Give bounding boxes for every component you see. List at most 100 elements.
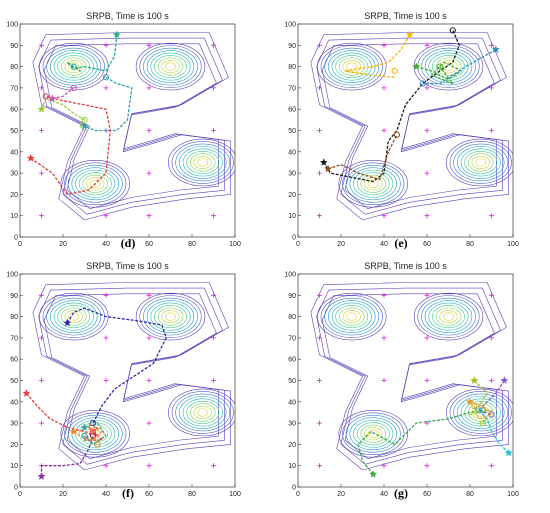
plot-g: SRPB, Time is 100 s 0 20 40 60 80 100 0 10 20 30 40… xyxy=(284,261,519,498)
trajectory-line xyxy=(84,76,133,132)
x-tick-label: 60 xyxy=(423,491,431,498)
y-tick-label: 70 xyxy=(10,335,18,342)
start-star xyxy=(369,470,378,478)
contour-line xyxy=(60,160,130,208)
target-marker xyxy=(381,85,387,91)
start-star xyxy=(466,397,474,406)
end-circle xyxy=(419,80,426,87)
target-marker xyxy=(146,170,152,176)
x-tick-label: 80 xyxy=(188,491,196,498)
contour-line xyxy=(57,55,91,79)
y-tick-label: 40 xyxy=(10,149,18,156)
x-tick-label: 40 xyxy=(380,491,388,498)
contour-line xyxy=(143,47,198,86)
target-marker xyxy=(146,128,152,133)
y-tick-label: 90 xyxy=(10,43,18,50)
contour-line xyxy=(317,292,387,341)
contour-line xyxy=(64,60,83,74)
contour-envelope xyxy=(38,37,225,215)
x-tick-label: 20 xyxy=(59,241,67,248)
target-marker xyxy=(103,85,109,91)
target-marker xyxy=(317,128,322,133)
end-circle xyxy=(471,402,478,410)
contour-line xyxy=(42,45,105,88)
contour-line xyxy=(168,388,235,437)
end-circle xyxy=(70,84,77,92)
contour-line xyxy=(53,52,94,81)
trajectory-line xyxy=(66,34,118,72)
y-tick-label: 60 xyxy=(10,357,18,364)
target-marker xyxy=(146,335,152,341)
target-marker xyxy=(381,42,387,48)
contour-line xyxy=(179,146,227,179)
contour-line xyxy=(421,47,476,86)
target-marker xyxy=(211,42,216,48)
start-star xyxy=(26,154,35,162)
start-star xyxy=(412,62,421,70)
start-star xyxy=(470,376,479,384)
contour-line xyxy=(186,150,220,174)
target-marker xyxy=(317,335,322,341)
contour-line xyxy=(60,307,87,326)
contour-line xyxy=(146,300,195,333)
plot-e: SRPB, Time is 100 s 0 20 40 60 80 100 0 10 20 30 40… xyxy=(284,11,519,248)
target-marker xyxy=(489,85,494,91)
target-marker xyxy=(211,335,216,341)
start-star xyxy=(112,30,121,38)
contour-line xyxy=(324,47,380,86)
contour-line xyxy=(335,55,369,79)
contour-line xyxy=(421,297,476,336)
contour-line xyxy=(71,167,119,201)
contour-envelope xyxy=(32,32,231,221)
contour-line xyxy=(439,60,458,74)
contour-line xyxy=(86,177,105,191)
contour-line xyxy=(161,60,180,74)
target-marker xyxy=(317,463,322,469)
trajectory-line xyxy=(327,134,398,181)
contour-line xyxy=(193,405,212,420)
target-marker xyxy=(317,420,322,426)
contour-line xyxy=(168,138,235,187)
y-tick-label: 50 xyxy=(288,378,296,385)
y-tick-label: 50 xyxy=(288,128,296,135)
contour-line xyxy=(193,155,212,170)
contour-line xyxy=(39,292,109,341)
contour-line xyxy=(139,45,202,88)
target-marker xyxy=(489,128,494,133)
target-marker xyxy=(146,213,152,219)
contour-line xyxy=(467,153,494,172)
target-marker xyxy=(211,463,216,469)
end-circle xyxy=(94,441,101,448)
contour-line xyxy=(157,307,184,326)
start-star xyxy=(22,389,31,397)
target-marker xyxy=(39,335,44,341)
contour-line xyxy=(78,172,112,196)
contour-line xyxy=(338,410,408,458)
y-tick-label: 0 xyxy=(14,485,18,492)
y-tick-label: 10 xyxy=(288,463,296,470)
target-marker xyxy=(381,292,387,298)
contour-line xyxy=(186,400,220,424)
chart-title: SRPB, Time is 100 s xyxy=(364,261,447,271)
target-marker xyxy=(211,292,216,298)
contour-line xyxy=(432,305,465,329)
contour-envelope xyxy=(322,43,497,209)
x-tick-label: 60 xyxy=(145,241,153,248)
target-marker xyxy=(424,292,430,298)
y-tick-label: 40 xyxy=(288,149,296,156)
end-circle xyxy=(436,63,443,70)
contour-line xyxy=(475,158,487,167)
y-tick-label: 0 xyxy=(292,485,296,492)
contour-line xyxy=(349,167,397,201)
contour-line xyxy=(64,412,127,456)
y-tick-label: 30 xyxy=(288,421,296,428)
contour-line xyxy=(345,414,401,453)
x-tick-label: 0 xyxy=(18,491,22,498)
y-tick-label: 10 xyxy=(288,213,296,220)
contour-line xyxy=(89,179,101,188)
contour-line xyxy=(342,60,361,74)
y-tick-label: 80 xyxy=(288,314,296,321)
target-marker xyxy=(39,292,44,298)
contour-line xyxy=(328,300,376,333)
contour-line xyxy=(50,50,98,83)
